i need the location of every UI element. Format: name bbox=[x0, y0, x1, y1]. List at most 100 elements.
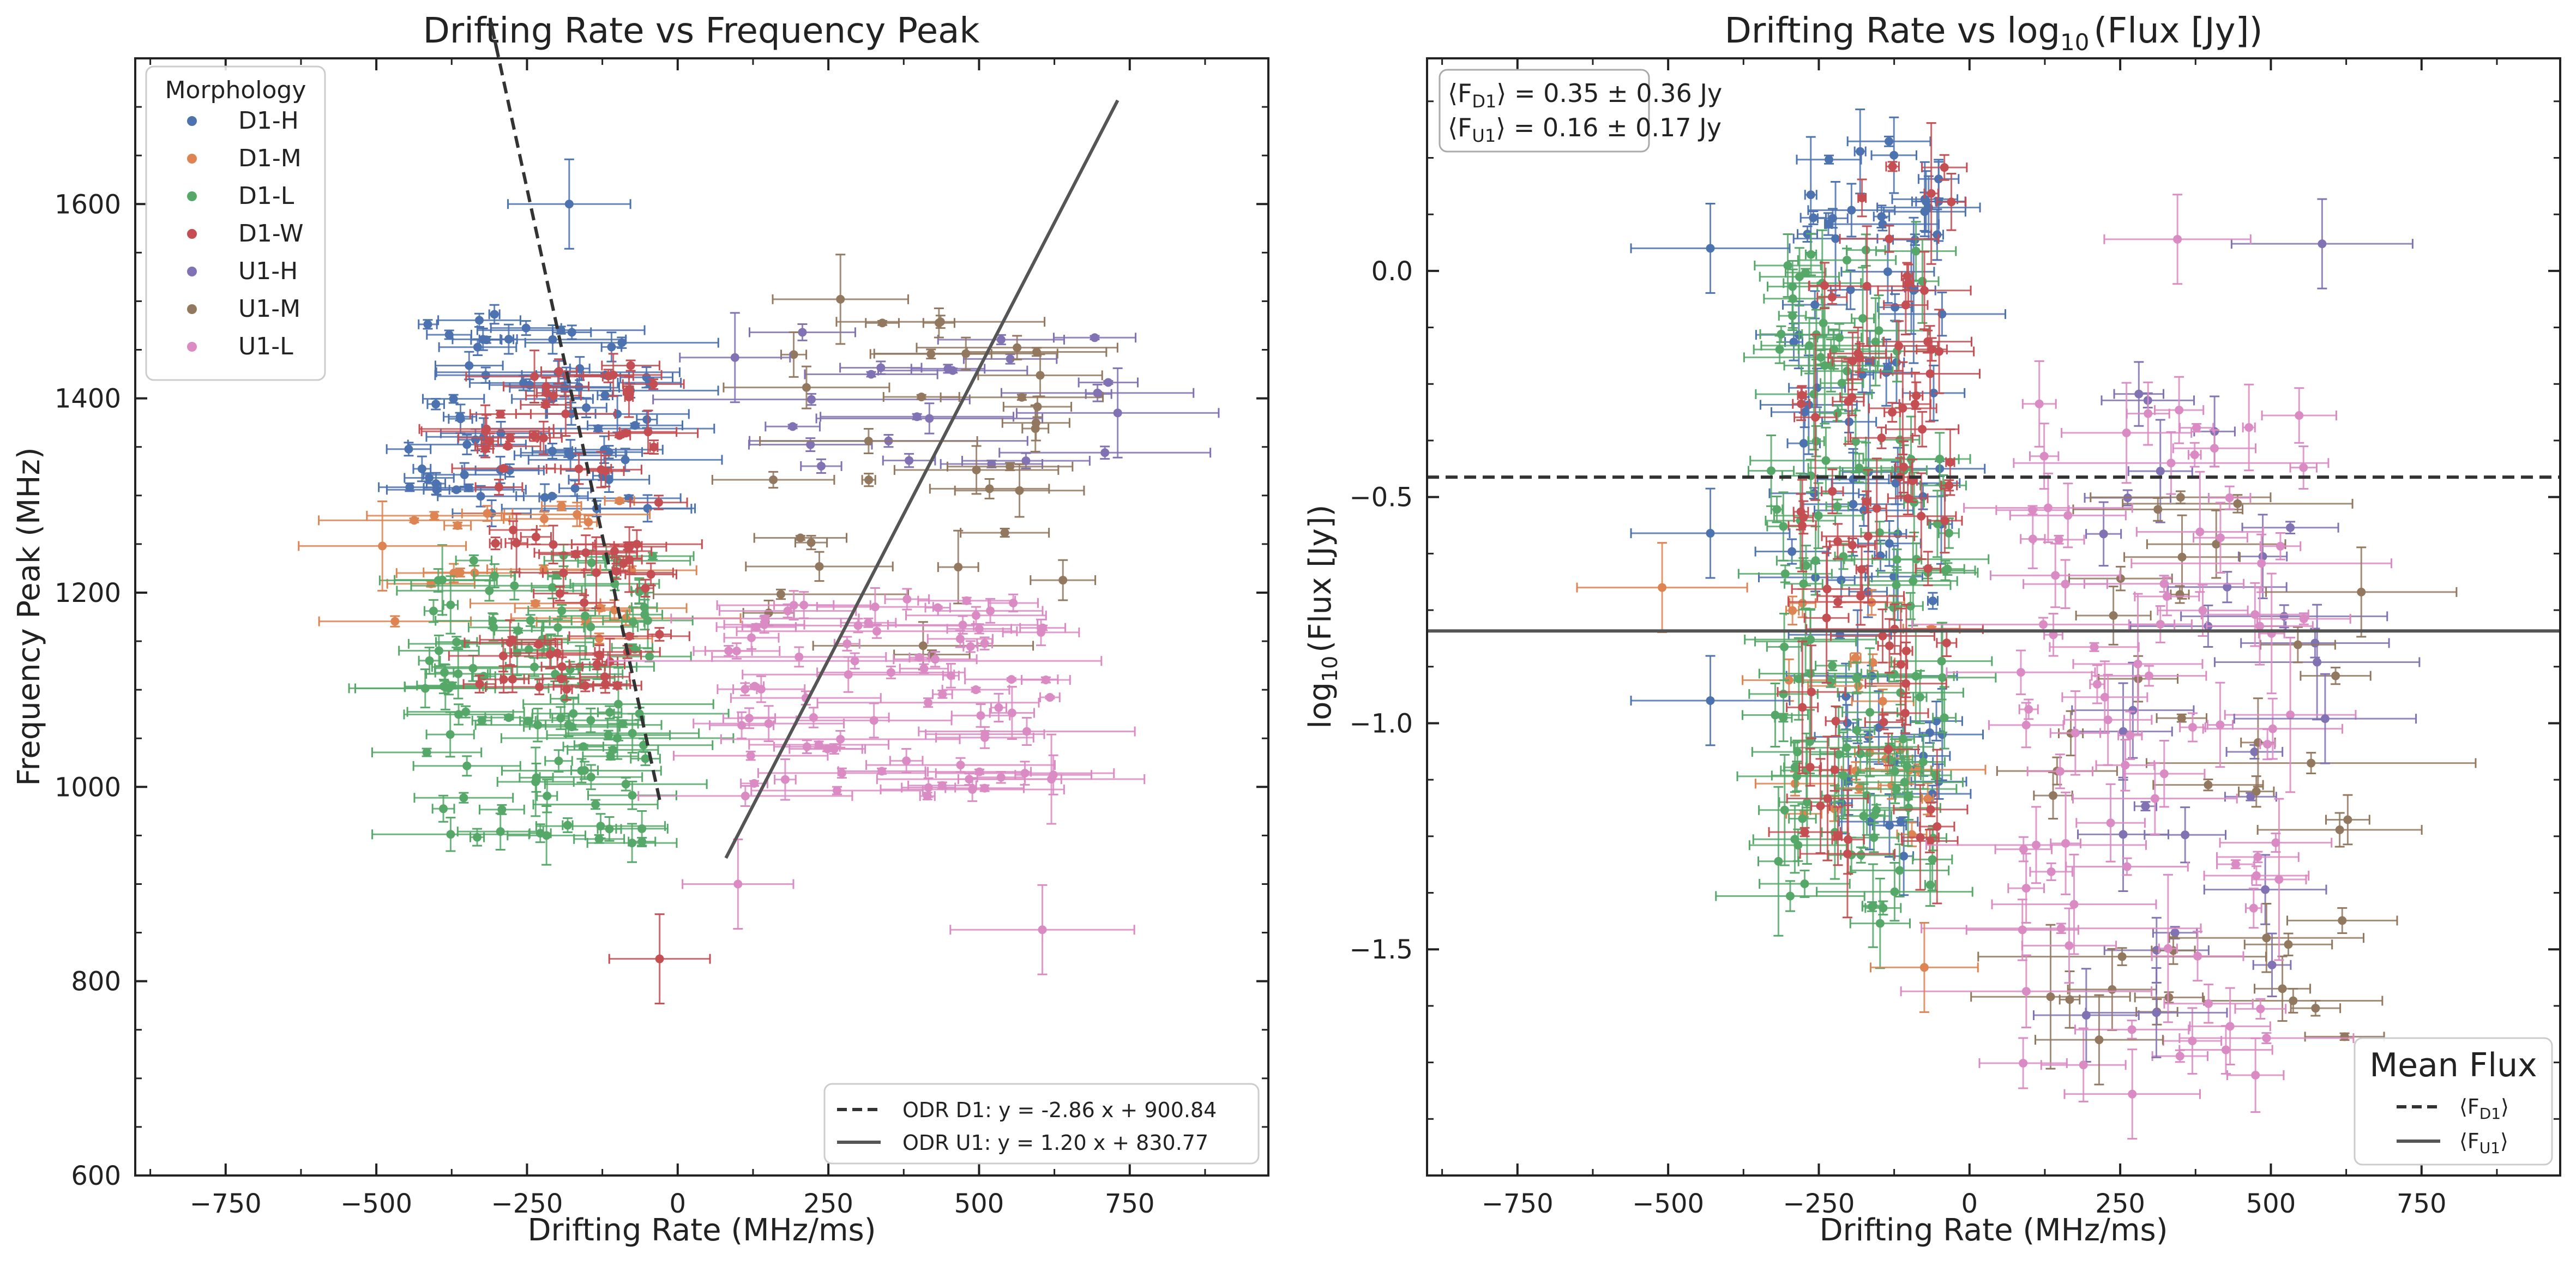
data-point-group bbox=[538, 483, 551, 512]
data-point bbox=[980, 730, 990, 739]
data-point bbox=[547, 447, 557, 456]
legend-marker-d1-h bbox=[187, 116, 197, 126]
left-plot-data bbox=[298, 158, 1220, 1005]
data-point-group bbox=[568, 631, 690, 641]
data-point bbox=[886, 668, 895, 677]
data-point bbox=[1889, 150, 1899, 160]
data-point bbox=[747, 633, 756, 642]
data-point-group bbox=[413, 792, 514, 804]
data-point-group bbox=[480, 432, 499, 450]
data-point-group bbox=[723, 365, 890, 409]
data-point bbox=[796, 533, 805, 542]
data-point-group bbox=[354, 668, 496, 709]
outlier-point bbox=[1015, 367, 1220, 459]
data-point bbox=[505, 433, 515, 442]
data-point bbox=[452, 637, 461, 647]
data-point bbox=[1041, 676, 1050, 685]
data-point-group bbox=[434, 351, 504, 381]
data-point bbox=[581, 681, 590, 690]
data-point bbox=[475, 679, 484, 689]
data-point bbox=[1009, 598, 1018, 607]
data-point bbox=[1000, 528, 1009, 538]
data-point bbox=[1847, 206, 1856, 215]
data-point bbox=[615, 496, 624, 505]
data-point bbox=[1835, 333, 1844, 342]
data-point bbox=[446, 600, 455, 610]
data-point bbox=[613, 733, 622, 743]
data-point-group bbox=[704, 645, 753, 657]
data-point bbox=[1911, 246, 1921, 256]
data-point-group bbox=[538, 549, 613, 559]
data-point bbox=[799, 600, 809, 610]
data-point-group bbox=[426, 397, 445, 411]
data-point bbox=[619, 559, 628, 568]
fit-line-d1-extension bbox=[489, 21, 501, 59]
data-point-group bbox=[1891, 161, 1959, 237]
data-point bbox=[434, 646, 443, 655]
data-point bbox=[566, 451, 575, 460]
data-point bbox=[582, 403, 591, 412]
data-point-group bbox=[1938, 517, 1960, 549]
data-point bbox=[557, 502, 566, 511]
data-point-group bbox=[1030, 559, 1097, 601]
data-point-group bbox=[378, 482, 442, 492]
data-point-group bbox=[961, 452, 1091, 469]
data-point bbox=[504, 713, 513, 722]
data-point bbox=[1883, 267, 1892, 276]
data-point-group bbox=[804, 369, 938, 379]
data-point bbox=[624, 386, 633, 395]
data-point-group bbox=[998, 445, 1212, 460]
data-point bbox=[592, 568, 601, 577]
right-chart-title: Drifting Rate vs log10 (Flux [Jy]) bbox=[1725, 11, 2263, 56]
data-point-group bbox=[988, 593, 1039, 613]
data-point-group bbox=[366, 510, 503, 521]
data-point bbox=[1824, 155, 1833, 164]
data-point-group bbox=[503, 502, 651, 527]
data-point bbox=[530, 372, 539, 381]
data-point bbox=[580, 598, 589, 607]
data-point bbox=[1788, 311, 1797, 321]
data-point bbox=[621, 780, 630, 789]
data-point bbox=[994, 703, 1003, 712]
legend-label-d1-m: D1-M bbox=[238, 144, 302, 172]
data-point bbox=[1806, 190, 1815, 200]
outlier-point bbox=[608, 913, 711, 1005]
data-point bbox=[730, 353, 739, 362]
left-y-axis-label: Frequency Peak (MHz) bbox=[11, 447, 47, 786]
data-point bbox=[1017, 393, 1026, 402]
data-point-group bbox=[753, 533, 848, 543]
data-point-group bbox=[607, 652, 1103, 670]
data-point-group bbox=[795, 702, 953, 739]
data-point bbox=[724, 646, 733, 655]
data-point bbox=[649, 442, 659, 451]
data-point bbox=[570, 484, 580, 493]
data-point bbox=[836, 734, 845, 744]
data-point bbox=[878, 318, 887, 328]
data-point bbox=[420, 684, 430, 693]
data-point bbox=[573, 510, 582, 519]
legend-marker-u1-m bbox=[187, 304, 197, 314]
data-point bbox=[625, 631, 634, 641]
data-point-group bbox=[1851, 688, 1915, 714]
data-point-group bbox=[1758, 754, 1811, 866]
fit-legend-box bbox=[823, 1083, 1260, 1165]
data-point bbox=[1767, 466, 1776, 475]
data-point bbox=[836, 294, 845, 304]
data-point bbox=[556, 714, 565, 723]
data-point bbox=[1779, 522, 1788, 531]
data-point bbox=[490, 571, 499, 581]
data-point bbox=[1036, 371, 1045, 380]
data-point bbox=[823, 744, 832, 753]
data-point bbox=[446, 830, 455, 839]
data-point-group bbox=[926, 767, 1032, 777]
data-point bbox=[504, 335, 513, 344]
data-point bbox=[455, 412, 465, 421]
data-point bbox=[422, 747, 431, 757]
data-point bbox=[587, 558, 596, 568]
data-point-group bbox=[529, 708, 547, 743]
data-point-group bbox=[1851, 267, 1875, 370]
data-point bbox=[533, 720, 543, 730]
data-point bbox=[844, 670, 853, 679]
data-point bbox=[798, 328, 807, 337]
data-point-group bbox=[711, 471, 835, 489]
